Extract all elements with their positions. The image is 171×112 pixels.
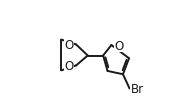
Text: Br: Br [131,82,144,95]
Text: O: O [64,59,73,72]
Text: O: O [114,39,123,52]
Text: O: O [64,39,73,52]
